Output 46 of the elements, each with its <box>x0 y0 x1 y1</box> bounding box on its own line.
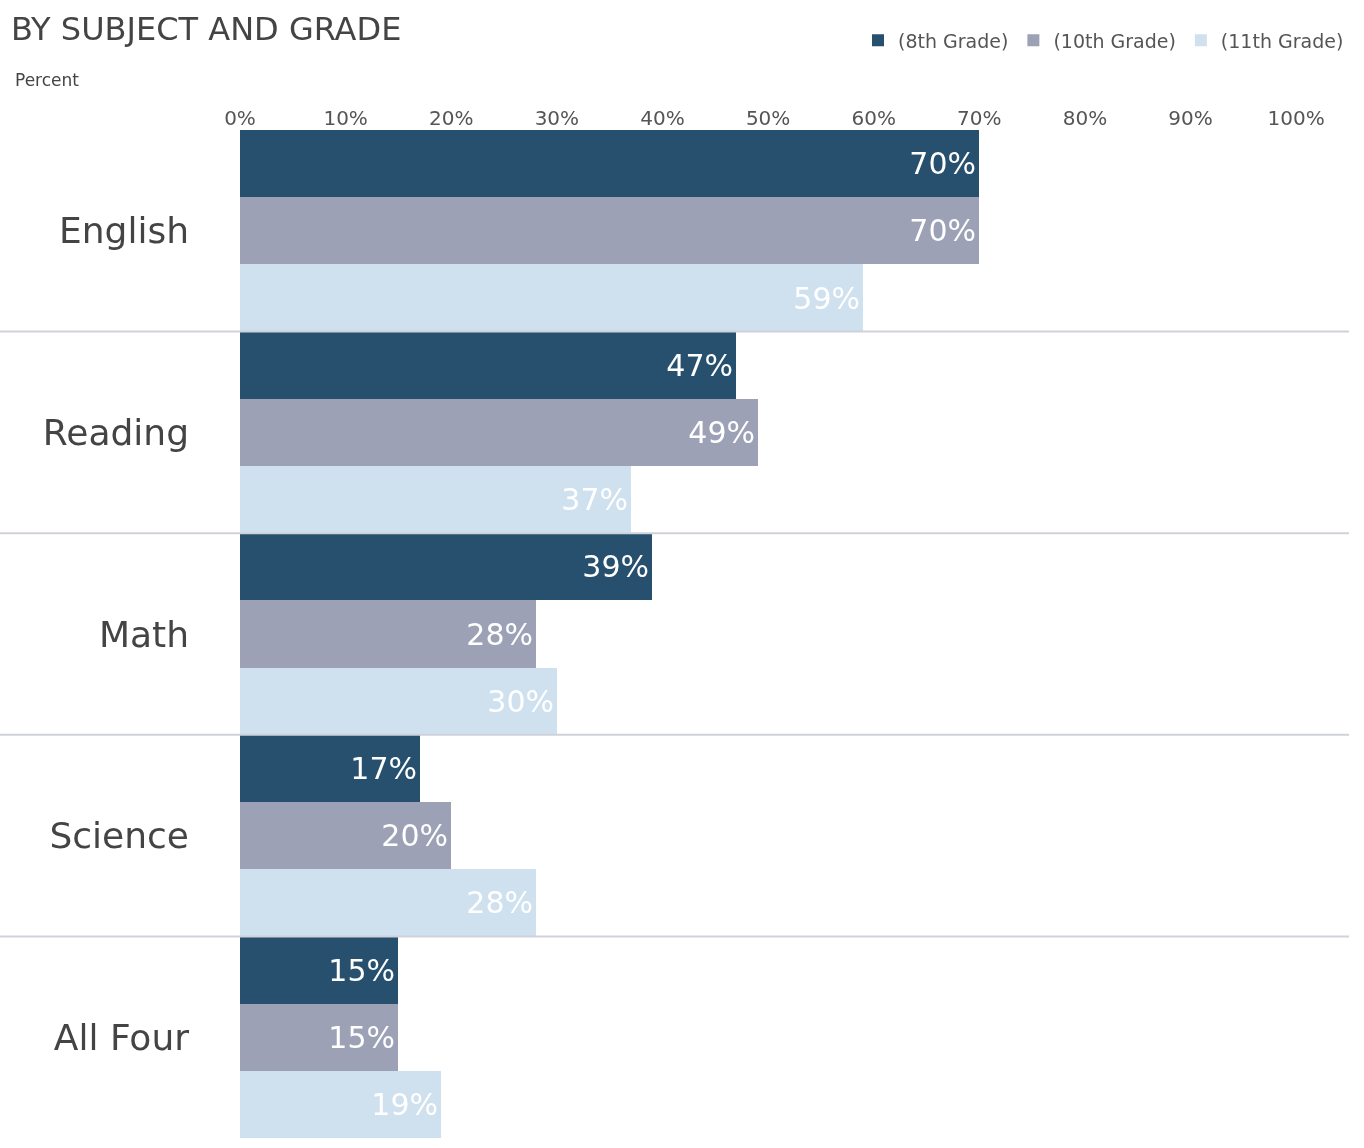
chart-title: BY SUBJECT AND GRADE <box>10 9 402 48</box>
x-tick-label: 70% <box>957 106 1002 130</box>
x-tick-label: 50% <box>745 106 791 130</box>
bar <box>240 399 758 466</box>
bar <box>240 130 979 197</box>
bar <box>240 533 652 600</box>
data-label: 47% <box>666 348 733 383</box>
legend-label: (8th Grade) <box>898 29 1009 52</box>
bar <box>240 600 536 668</box>
bar <box>240 1071 441 1138</box>
bar <box>240 197 979 264</box>
y-tick-label: Math <box>98 613 189 655</box>
bar <box>240 668 557 735</box>
x-tick-label: 0% <box>224 106 256 130</box>
x-tick-label: 80% <box>1062 106 1108 130</box>
y-tick-label: Reading <box>42 412 189 453</box>
data-label: 70% <box>909 213 976 248</box>
x-tick-label: 20% <box>429 106 474 130</box>
data-label: 17% <box>350 751 417 786</box>
x-tick-label: 100% <box>1267 106 1325 130</box>
bar <box>240 869 536 936</box>
legend-label: (11th Grade) <box>1220 29 1344 52</box>
x-tick-label: 40% <box>640 106 685 130</box>
x-tick-label: 90% <box>1168 106 1213 130</box>
bar <box>240 1004 398 1071</box>
data-label: 15% <box>328 952 395 988</box>
x-tick-label: 60% <box>851 106 896 130</box>
bar <box>240 936 398 1004</box>
data-label: 15% <box>328 1020 395 1055</box>
x-axis-title: Percent <box>15 70 80 90</box>
data-label: 70% <box>909 146 976 181</box>
x-tick-label: 10% <box>323 106 368 130</box>
y-tick-label: All Four <box>53 1016 190 1058</box>
bar <box>240 735 420 802</box>
legend-label: (10th Grade) <box>1053 29 1176 52</box>
data-label: 20% <box>381 818 448 853</box>
y-tick-label: English <box>59 210 189 252</box>
data-label: 28% <box>466 616 533 652</box>
data-label: 39% <box>582 549 649 584</box>
x-tick-label: 30% <box>534 106 580 130</box>
data-label: 49% <box>688 415 755 450</box>
bar <box>240 802 451 869</box>
bar <box>240 264 863 332</box>
y-tick-label: Science <box>49 815 189 857</box>
bar <box>240 332 736 399</box>
bar <box>240 466 631 533</box>
